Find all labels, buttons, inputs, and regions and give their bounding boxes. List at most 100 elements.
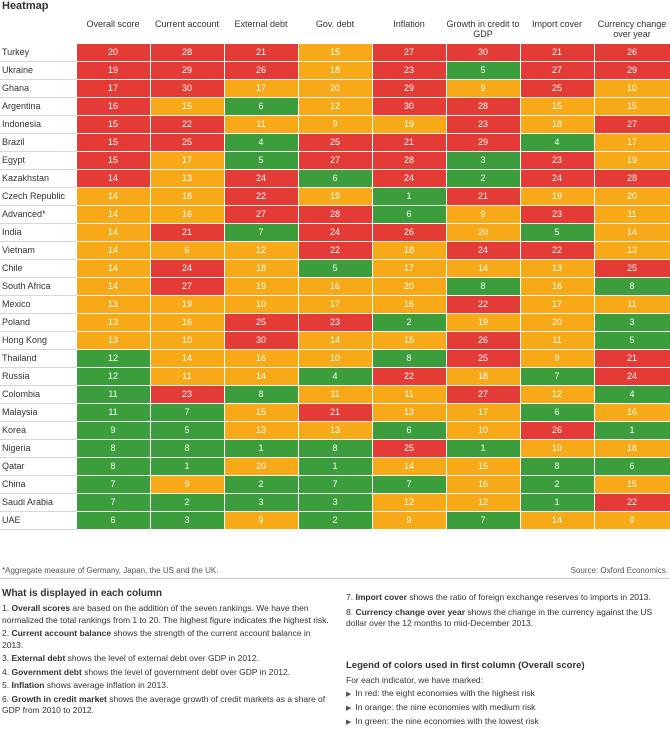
heat-cell: 14 — [223, 366, 299, 386]
heat-cell: 7 — [445, 510, 521, 530]
heat-cell: 9 — [445, 204, 521, 224]
heat-cell: 10 — [297, 348, 373, 368]
footnote: *Aggregate measure of Germany, Japan, th… — [2, 566, 219, 575]
heat-cell: 16 — [75, 96, 151, 116]
heat-cell: 27 — [519, 60, 595, 80]
table-row: Qatar 8 1 20 1 14 15 8 6 — [0, 456, 670, 476]
country-name: Nigeria — [0, 439, 77, 458]
definition-text: are based on the addition of the seven r… — [2, 603, 329, 625]
heat-cell: 20 — [445, 222, 521, 242]
heat-cell: 3 — [593, 312, 670, 332]
country-name: Colombia — [0, 385, 77, 404]
heat-cell: 27 — [371, 42, 447, 62]
definition-term: Government debt — [11, 666, 82, 677]
heat-cell: 15 — [593, 474, 670, 494]
heat-cell: 17 — [149, 150, 225, 170]
table-row: Hong Kong 13 10 30 14 15 26 11 5 — [0, 330, 670, 350]
heat-cell: 23 — [519, 150, 595, 170]
heat-cell: 24 — [445, 240, 521, 260]
heat-cell: 18 — [593, 438, 670, 458]
heat-cell: 16 — [593, 402, 670, 422]
heat-cell: 10 — [519, 438, 595, 458]
heat-cell: 20 — [75, 42, 151, 62]
heat-cell: 21 — [445, 186, 521, 206]
country-name: Kazakhstan — [0, 169, 77, 188]
heat-cell: 25 — [371, 438, 447, 458]
definition-item: 6. Growth in credit market shows the ave… — [2, 694, 332, 717]
heat-cell: 6 — [75, 510, 151, 530]
heat-cell: 26 — [371, 222, 447, 242]
heat-cell: 20 — [223, 456, 299, 476]
country-name: Ghana — [0, 79, 77, 98]
heat-cell: 14 — [75, 222, 151, 242]
definition-term: Overall scores — [11, 603, 71, 613]
definition-text: shows the strength of the current accoun… — [2, 628, 311, 650]
table-row: China 7 9 2 7 7 16 2 15 — [0, 474, 670, 494]
heat-cell: 25 — [445, 348, 521, 368]
source-note: Source: Oxford Economics. — [570, 566, 668, 575]
column-header: Overall score — [86, 19, 140, 29]
heat-cell: 20 — [593, 186, 670, 206]
definition-number: 3. — [2, 653, 12, 663]
heat-cell: 2 — [371, 312, 447, 332]
heat-cell: 1 — [445, 438, 521, 458]
heat-cell: 24 — [371, 168, 447, 188]
heat-cell: 14 — [593, 222, 670, 242]
heat-cell: 6 — [297, 168, 373, 188]
heat-cell: 19 — [519, 186, 595, 206]
heat-cell: 19 — [593, 150, 670, 170]
heat-cell: 18 — [371, 240, 447, 260]
heat-cell: 10 — [149, 330, 225, 350]
heat-cell: 9 — [75, 420, 151, 440]
heat-cell: 6 — [371, 204, 447, 224]
country-name: Malaysia — [0, 403, 77, 422]
table-row: Egypt 15 17 5 27 28 3 23 19 — [0, 150, 670, 170]
country-name: Egypt — [0, 151, 77, 170]
heat-cell: 10 — [223, 294, 299, 314]
heat-cell: 8 — [519, 456, 595, 476]
heat-cell: 25 — [297, 132, 373, 152]
heat-cell: 14 — [297, 330, 373, 350]
heat-cell: 8 — [297, 438, 373, 458]
heat-cell: 30 — [149, 78, 225, 98]
definition-number: 1. — [2, 603, 12, 613]
heat-cell: 28 — [445, 96, 521, 116]
heat-cell: 14 — [75, 258, 151, 278]
heat-cell: 11 — [223, 114, 299, 134]
definition-term: Inflation — [11, 680, 45, 690]
country-name: Turkey — [0, 43, 77, 62]
country-name: Qatar — [0, 457, 77, 476]
country-name: Hong Kong — [0, 331, 77, 350]
triangle-bullet-icon: ▶ — [346, 719, 352, 726]
legend-text: In orange: the nine economies with mediu… — [355, 702, 536, 712]
heat-cell: 4 — [223, 132, 299, 152]
column-header: External debt — [234, 19, 288, 29]
heat-cell: 5 — [223, 150, 299, 170]
heat-cell: 28 — [593, 168, 670, 188]
table-row: UAE 6 3 9 2 9 7 14 9 — [0, 510, 670, 530]
heat-cell: 23 — [519, 204, 595, 224]
heat-cell: 22 — [445, 294, 521, 314]
definition-number: 2. — [2, 628, 12, 638]
heat-cell: 16 — [297, 276, 373, 296]
definition-item: 4. Government debt shows the level of go… — [2, 667, 332, 679]
heat-cell: 8 — [593, 276, 670, 296]
heat-cell: 27 — [593, 114, 670, 134]
heat-cell: 11 — [75, 384, 151, 404]
definition-number: 4. — [2, 666, 12, 677]
heat-cell: 22 — [519, 240, 595, 260]
heat-cell: 14 — [371, 456, 447, 476]
heat-cell: 25 — [593, 258, 670, 278]
heat-cell: 18 — [519, 114, 595, 134]
definition-term: Current account balance — [11, 628, 112, 638]
table-row: Czech Republic 14 18 22 19 1 21 19 20 — [0, 186, 670, 206]
heat-cell: 23 — [149, 384, 225, 404]
country-name: Brazil — [0, 133, 77, 152]
heat-cell: 27 — [297, 150, 373, 170]
heat-cell: 3 — [297, 492, 373, 512]
page-title: Heatmap — [2, 0, 49, 12]
heat-cell: 26 — [445, 330, 521, 350]
heat-cell: 2 — [223, 474, 299, 494]
heat-cell: 17 — [75, 78, 151, 98]
country-name: Vietnam — [0, 241, 77, 260]
